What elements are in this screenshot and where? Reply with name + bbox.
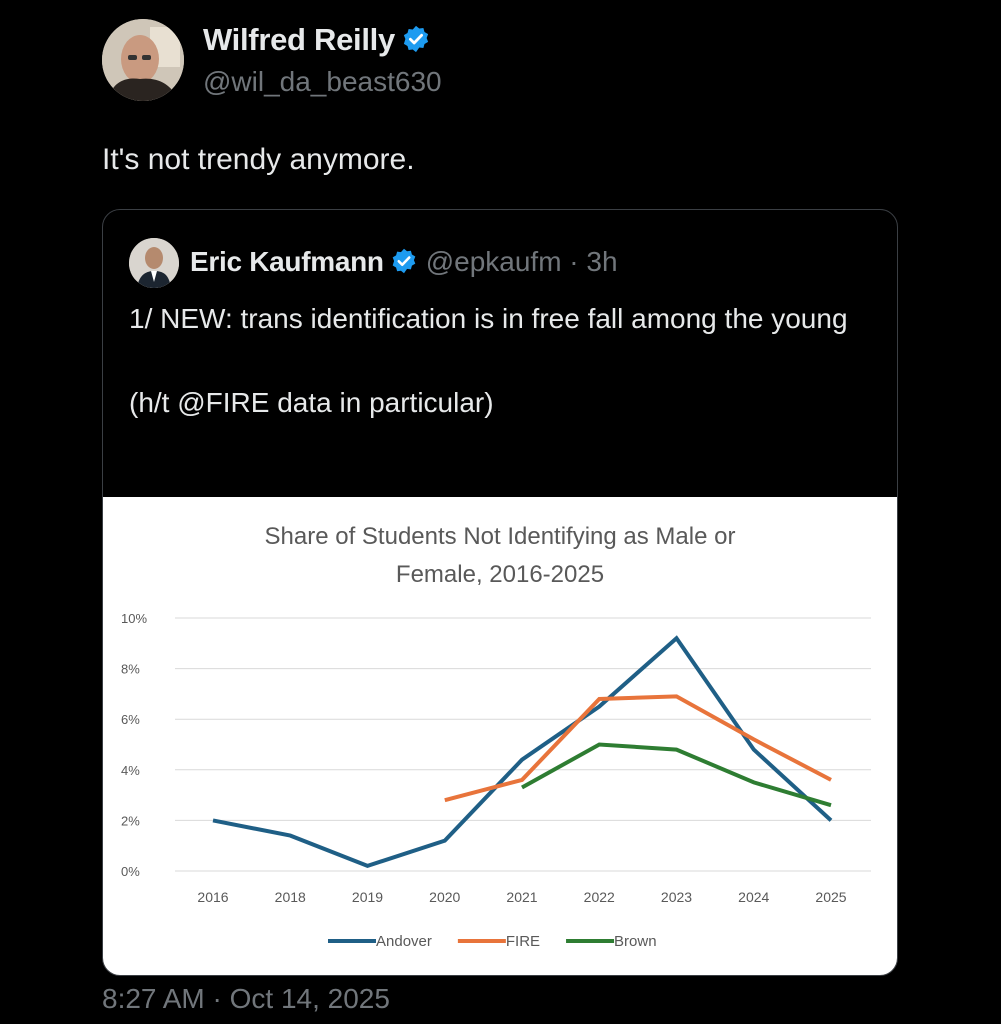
- series-line-fire: [444, 694, 832, 803]
- chart-title-line: Female, 2016-2025: [396, 561, 604, 588]
- quoted-author-avatar[interactable]: [129, 238, 179, 288]
- verified-badge-icon: [401, 24, 431, 62]
- verified-badge-icon: [390, 247, 418, 282]
- legend-label: FIRE: [506, 933, 540, 950]
- author-avatar[interactable]: [102, 19, 184, 101]
- author-handle[interactable]: @wil_da_beast630: [203, 66, 442, 97]
- legend-label: Andover: [376, 933, 432, 950]
- author-name[interactable]: Wilfred Reilly: [203, 22, 431, 62]
- x-tick-label: 2020: [429, 889, 460, 905]
- tweet-text: It's not trendy anymore.: [102, 143, 415, 176]
- x-tick-label: 2023: [661, 889, 692, 905]
- chart-image[interactable]: Share of Students Not Identifying as Mal…: [103, 497, 897, 975]
- y-tick-label: 4%: [121, 763, 140, 778]
- line-chart: Share of Students Not Identifying as Mal…: [121, 523, 871, 950]
- author-name-text: Wilfred Reilly: [203, 22, 395, 57]
- x-tick-label: 2016: [197, 889, 228, 905]
- y-tick-label: 2%: [121, 813, 140, 828]
- y-tick-label: 0%: [121, 864, 140, 879]
- x-tick-label: 2024: [738, 889, 769, 905]
- quoted-author-name[interactable]: Eric Kaufmann: [190, 246, 384, 277]
- x-tick-label: 2025: [815, 889, 846, 905]
- quoted-tweet-text: 1/ NEW: trans identification is in free …: [129, 298, 879, 424]
- legend-label: Brown: [614, 933, 657, 950]
- y-tick-label: 10%: [121, 611, 147, 626]
- x-tick-label: 2018: [275, 889, 306, 905]
- series-line-andover: [212, 635, 833, 869]
- y-tick-label: 8%: [121, 662, 140, 677]
- series-line-brown: [521, 742, 832, 808]
- quoted-tweet-card[interactable]: Eric Kaufmann @epkaufm · 3h 1/ NEW: trans…: [102, 209, 898, 976]
- tweet-timestamp[interactable]: 8:27 AM · Oct 14, 2025: [102, 983, 390, 1014]
- quoted-tweet-line: 1/ NEW: trans identification is in free …: [129, 303, 848, 334]
- x-tick-label: 2019: [352, 889, 383, 905]
- y-tick-label: 6%: [121, 712, 140, 727]
- quoted-tweet-header: Eric Kaufmann @epkaufm · 3h: [190, 246, 618, 282]
- x-tick-label: 2021: [506, 889, 537, 905]
- chart-title-line: Share of Students Not Identifying as Mal…: [265, 523, 736, 550]
- quoted-tweet-line: (h/t @FIRE data in particular): [129, 387, 494, 418]
- x-tick-label: 2022: [584, 889, 615, 905]
- quoted-author-handle-time[interactable]: @epkaufm · 3h: [425, 246, 618, 277]
